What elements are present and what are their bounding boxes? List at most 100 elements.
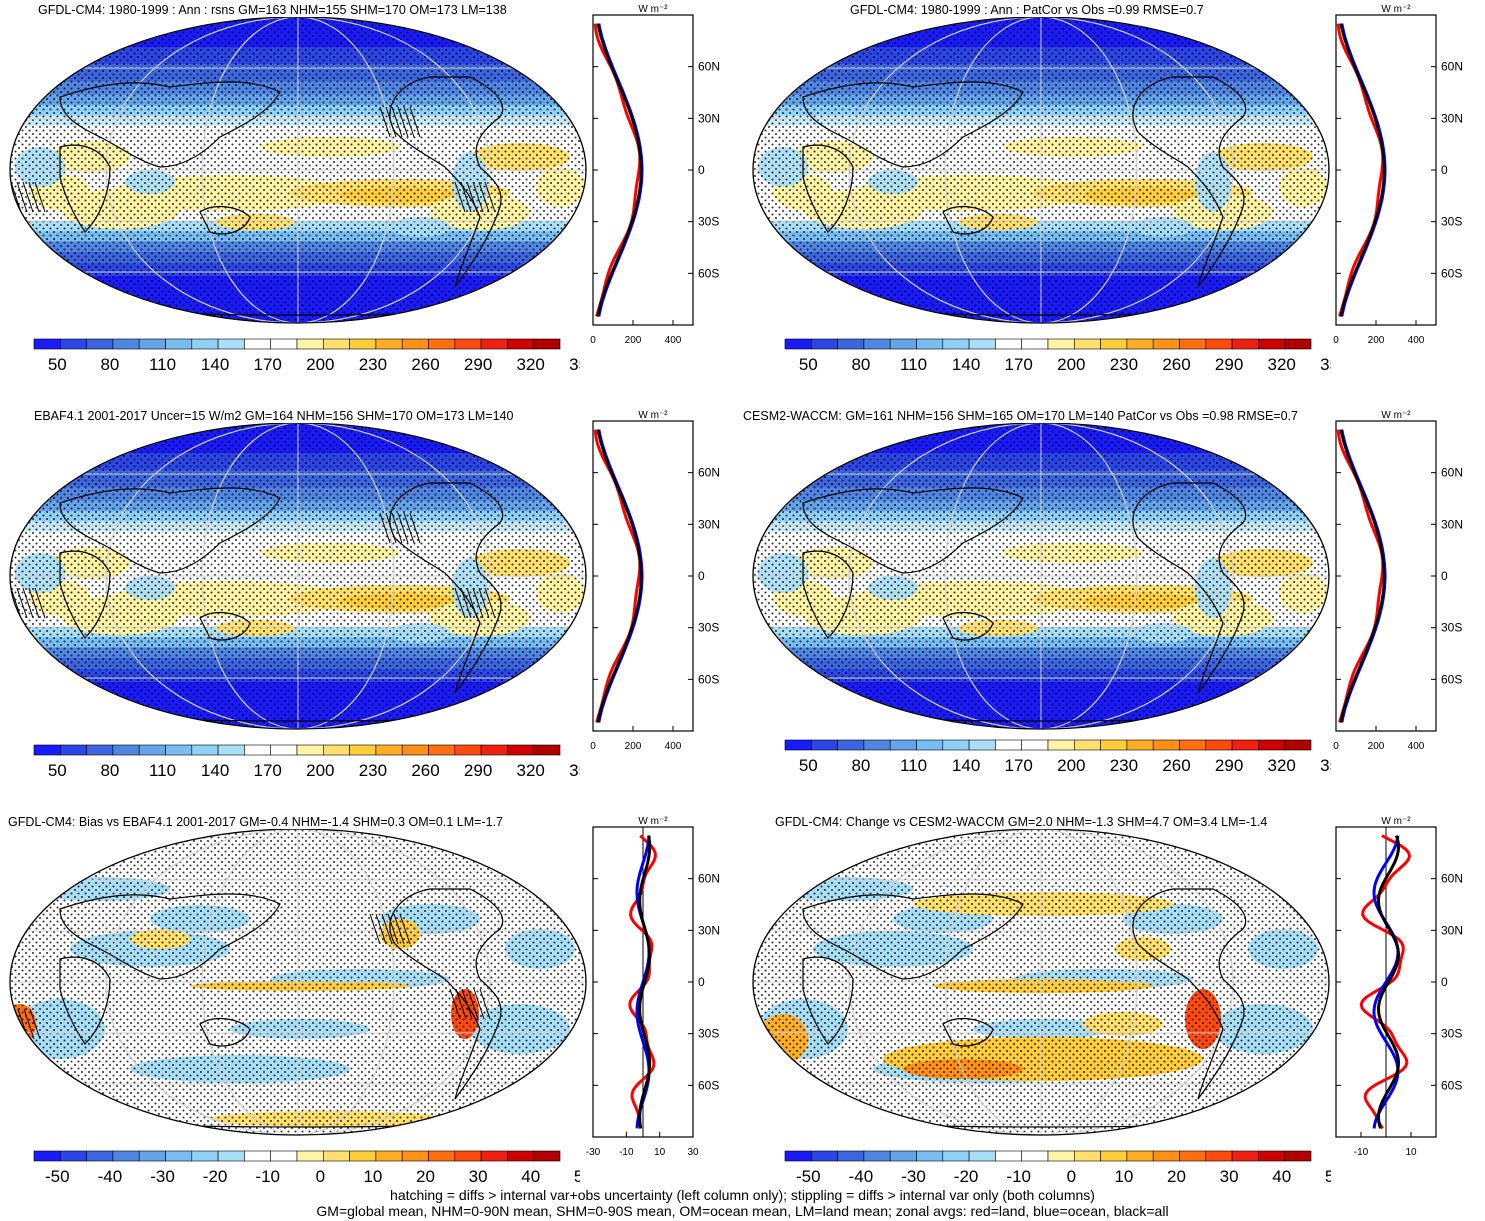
panel-bias: GFDL-CM4: Bias vs EBAF4.1 2001-2017 GM=-… (0, 812, 742, 1216)
colorbar-tick-label: 0 (316, 1167, 325, 1186)
colorbar-tick-label: 50 (48, 761, 67, 780)
zonal-y-tick-label: 30N (698, 111, 720, 125)
colorbar-swatch (112, 1150, 140, 1162)
colorbar-swatch (1021, 338, 1049, 350)
footer-legend-note: hatching = diffs > internal var+obs unce… (0, 1187, 1485, 1219)
colorbar-tick-label: 110 (149, 355, 176, 374)
colorbar-swatch (59, 744, 87, 756)
panel-rsns-cesm: CESM2-WACCM: GM=161 NHM=156 SHM=165 OM=1… (743, 406, 1485, 810)
colorbar-tick-label: -50 (45, 1167, 70, 1186)
global-map (9, 829, 587, 1136)
colorbar-tick-label: 170 (254, 761, 282, 780)
colorbar-swatch (889, 739, 917, 751)
zonal-y-tick-label: 0 (1441, 975, 1448, 989)
zonal-y-tick-label: 30S (698, 621, 719, 635)
zonal-y-tick-label: 60N (1441, 60, 1463, 74)
colorbar-swatch (1126, 1150, 1154, 1162)
colorbar-swatch (810, 338, 838, 350)
zonal-y-tick-label: 0 (698, 975, 705, 989)
colorbar-tick-label: 140 (952, 355, 980, 374)
footer-line-1: hatching = diffs > internal var+obs unce… (390, 1187, 1095, 1203)
colorbar-swatch (1047, 1150, 1075, 1162)
zonal-mean-plot: W m⁻² 60N 30N 0 30S 60S -10 10 (1335, 816, 1463, 1158)
panel-rsns-gfdl-patcor: GFDL-CM4: 1980-1999 : Ann : PatCor vs Ob… (743, 0, 1485, 404)
zonal-y-tick-label: 60S (1441, 1078, 1462, 1092)
colorbar-swatch (1231, 739, 1259, 751)
zonal-unit-label: W m⁻² (638, 4, 668, 15)
colorbar-tick-label: -30 (150, 1167, 175, 1186)
colorbar-swatch (138, 744, 166, 756)
colorbar-swatch (401, 1150, 429, 1162)
colorbar-tick-label: 200 (1057, 355, 1085, 374)
colorbar-swatch (59, 1150, 87, 1162)
colorbar: 50 80 110 140 170 200 230 260 290 320 350 (784, 739, 1331, 775)
colorbar-swatch (1205, 1150, 1233, 1162)
colorbar-swatch (1073, 739, 1101, 751)
colorbar-swatch (1100, 1150, 1128, 1162)
colorbar: -50 -40 -30 -20 -10 0 10 20 30 40 50 (33, 1150, 580, 1186)
zonal-unit-label: W m⁻² (1381, 4, 1411, 15)
colorbar-tick-label: -20 (954, 1167, 979, 1186)
global-map (9, 17, 587, 324)
colorbar-swatch (191, 338, 219, 350)
colorbar-tick-label: 10 (1114, 1167, 1133, 1186)
colorbar-tick-label: 30 (469, 1167, 488, 1186)
zonal-x-tick-label: -10 (1354, 1147, 1369, 1158)
zonal-x-tick-label: 400 (1408, 741, 1425, 752)
colorbar-tick-label: -50 (796, 1167, 821, 1186)
colorbar-tick-label: 200 (306, 355, 334, 374)
colorbar-swatch (1231, 338, 1259, 350)
colorbar-tick-label: -40 (849, 1167, 874, 1186)
colorbar-swatch (270, 744, 298, 756)
colorbar-swatch (533, 338, 561, 350)
zonal-y-tick-label: 60N (1441, 466, 1463, 480)
colorbar-tick-label: 260 (1162, 756, 1190, 775)
colorbar-tick-label: -30 (901, 1167, 926, 1186)
zonal-unit-label: W m⁻² (1381, 816, 1411, 827)
colorbar-swatch (33, 744, 61, 756)
zonal-y-tick-label: 30S (1441, 621, 1462, 635)
colorbar-swatch (1205, 338, 1233, 350)
zonal-x-tick-label: 200 (1368, 741, 1385, 752)
colorbar-tick-label: 200 (306, 761, 334, 780)
colorbar-tick-label: 350 (1320, 756, 1331, 775)
colorbar-tick-label: 110 (900, 756, 927, 775)
colorbar-tick-label: 260 (411, 761, 439, 780)
colorbar-swatch (995, 739, 1022, 751)
colorbar-swatch (401, 338, 429, 350)
colorbar-tick-label: 110 (900, 355, 927, 374)
zonal-x-tick-label: 400 (665, 335, 682, 346)
colorbar-tick-label: 40 (1272, 1167, 1291, 1186)
colorbar-swatch (191, 744, 219, 756)
global-map (752, 423, 1330, 730)
panel-title: GFDL-CM4: 1980-1999 : Ann : rsns GM=163 … (38, 3, 507, 17)
zonal-unit-label: W m⁻² (638, 816, 668, 827)
colorbar-swatch (810, 1150, 838, 1162)
global-map (752, 17, 1330, 324)
colorbar-tick-label: 260 (411, 355, 439, 374)
colorbar-swatch (1284, 739, 1312, 751)
panel-title: EBAF4.1 2001-2017 Uncer=15 W/m2 GM=164 N… (34, 409, 514, 423)
colorbar-tick-label: 230 (1110, 355, 1138, 374)
zonal-y-tick-label: 60S (698, 266, 719, 280)
colorbar-swatch (916, 338, 944, 350)
colorbar-tick-label: 110 (149, 761, 176, 780)
colorbar-swatch (191, 1150, 219, 1162)
colorbar-tick-label: 350 (569, 355, 580, 374)
zonal-y-tick-label: 0 (698, 163, 705, 177)
colorbar-tick-label: 290 (464, 355, 492, 374)
colorbar-swatch (454, 1150, 482, 1162)
zonal-mean-plot: W m⁻² 60N 30N 0 30S 60S 0 200 400 (1333, 4, 1463, 346)
zonal-y-tick-label: 30S (698, 1027, 719, 1041)
colorbar-swatch (138, 338, 166, 350)
colorbar-tick-label: 350 (569, 761, 580, 780)
zonal-x-tick-label: 400 (665, 741, 682, 752)
colorbar-swatch (863, 1150, 891, 1162)
zonal-unit-label: W m⁻² (638, 410, 668, 421)
colorbar-swatch (375, 744, 403, 756)
panel-title: CESM2-WACCM: GM=161 NHM=156 SHM=165 OM=1… (743, 409, 1298, 423)
zonal-mean-plot: W m⁻² 60N 30N 0 30S 60S -30 -10 10 30 (586, 816, 720, 1158)
colorbar-swatch (375, 1150, 403, 1162)
colorbar-tick-label: -40 (98, 1167, 123, 1186)
global-map (9, 423, 587, 730)
